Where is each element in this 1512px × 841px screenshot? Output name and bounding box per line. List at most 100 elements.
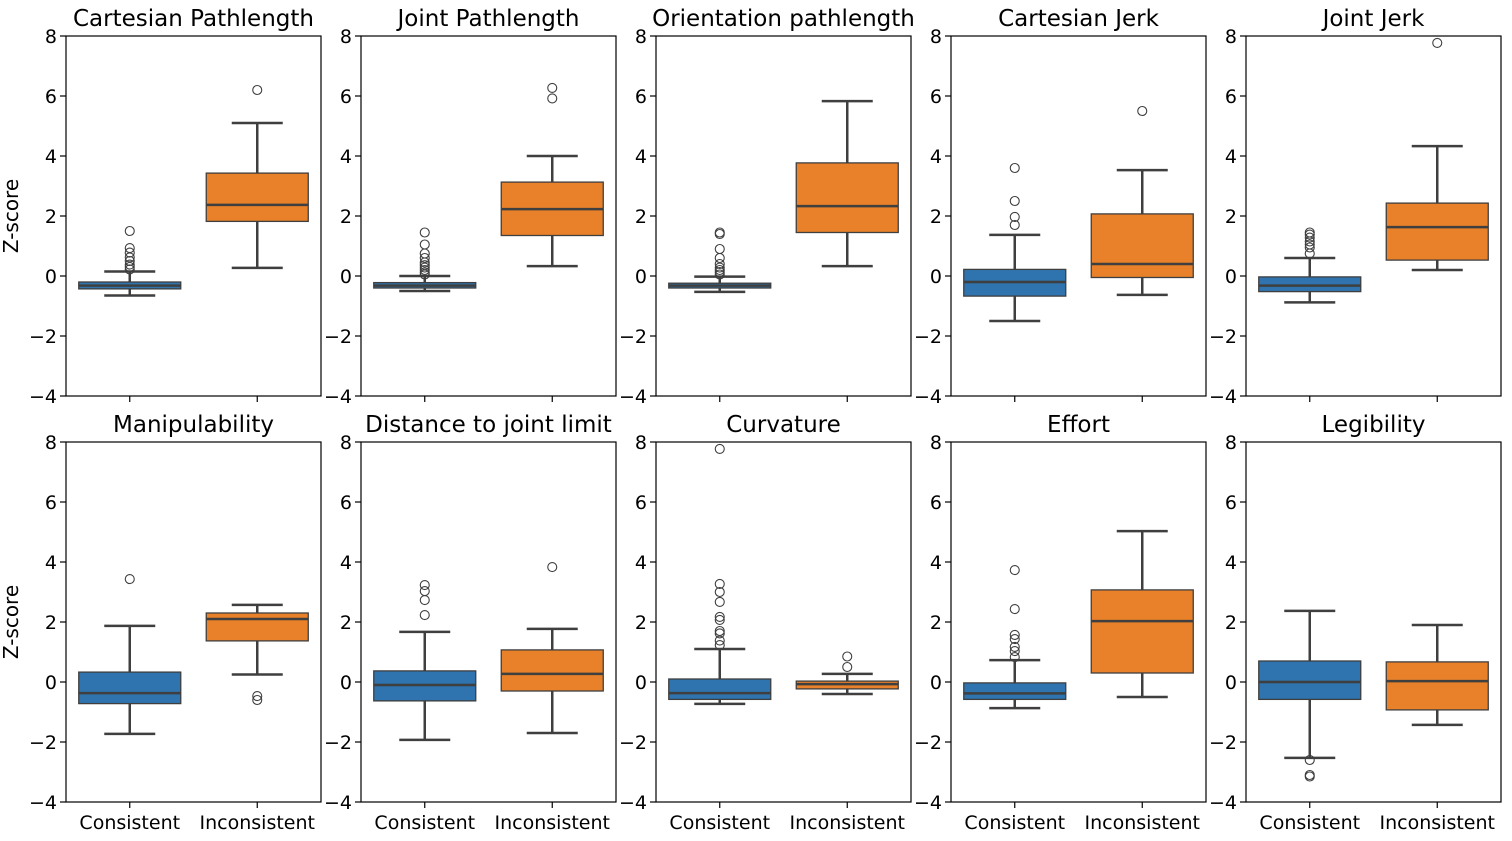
y-tick-label: −2 xyxy=(619,732,647,754)
box-consistent xyxy=(78,225,182,297)
outlier-point xyxy=(419,252,430,264)
outlier-point xyxy=(1432,37,1443,48)
panel-title: Orientation pathlength xyxy=(652,6,915,32)
y-tick-label: 6 xyxy=(340,86,352,108)
panel-frame xyxy=(950,35,1207,397)
outlier-point xyxy=(714,262,725,273)
y-tick-label: −4 xyxy=(619,386,647,408)
outlier-point xyxy=(1009,629,1020,640)
outlier-point xyxy=(547,93,558,104)
outlier-point xyxy=(1009,219,1020,231)
box-inconsistent xyxy=(205,84,309,270)
y-tick-label: 6 xyxy=(45,492,57,514)
y-tick-label: 8 xyxy=(635,432,647,454)
panel-10: Legibility −4 −2 0 2 4 6 8 Consistent Inconsisten… xyxy=(1209,412,1502,834)
y-tick-label: 4 xyxy=(45,146,57,168)
outlier-point xyxy=(1009,195,1020,207)
iqr-box xyxy=(205,172,309,223)
x-tick-label: Inconsistent xyxy=(790,812,905,834)
y-tick-label: 2 xyxy=(1225,206,1237,228)
outlier-point xyxy=(714,269,725,280)
y-tick-label: 0 xyxy=(45,266,57,288)
panel-8: Curvature −4 −2 0 2 4 6 8 Consistent Inconsistent xyxy=(619,412,912,834)
outlier-point xyxy=(842,661,853,673)
outlier-point xyxy=(252,691,263,702)
x-tick-label: Inconsistent xyxy=(1380,812,1495,834)
y-tick-label: 4 xyxy=(45,552,57,574)
iqr-box xyxy=(1258,276,1362,293)
y-tick-label: −2 xyxy=(619,326,647,348)
outlier-point xyxy=(419,580,430,591)
panel-5: Joint Jerk −4 −2 0 2 4 6 8 xyxy=(1209,6,1502,408)
outlier-point xyxy=(714,611,725,622)
y-tick-label: 4 xyxy=(930,146,942,168)
y-tick-label: 0 xyxy=(930,266,942,288)
box-consistent xyxy=(373,227,477,293)
outlier-point xyxy=(714,264,725,276)
x-tick-label: Consistent xyxy=(964,812,1065,834)
panel-frame xyxy=(360,35,617,397)
y-tick-label: 2 xyxy=(45,612,57,634)
outlier-point xyxy=(252,694,263,706)
box-inconsistent xyxy=(795,99,899,268)
outlier-point xyxy=(547,562,558,573)
panel-title: Effort xyxy=(1047,412,1110,438)
panel-frame xyxy=(65,441,322,803)
outlier-point xyxy=(842,651,853,662)
outlier-point xyxy=(714,227,725,238)
y-tick-label: 8 xyxy=(45,26,57,48)
box-consistent xyxy=(1258,227,1362,304)
outlier-point xyxy=(1304,232,1315,243)
y-tick-label: 0 xyxy=(1225,266,1237,288)
panel-frame xyxy=(1245,441,1502,803)
y-tick-label: 8 xyxy=(930,432,942,454)
outlier-point xyxy=(714,625,725,637)
iqr-box xyxy=(500,649,604,692)
box-inconsistent xyxy=(1090,529,1194,699)
y-tick-label: −4 xyxy=(1209,386,1237,408)
panel-frame xyxy=(360,441,617,803)
y-tick-label: 0 xyxy=(930,672,942,694)
x-tick-label: Inconsistent xyxy=(200,812,315,834)
x-tick-label: Inconsistent xyxy=(1085,812,1200,834)
outlier-point xyxy=(124,264,135,275)
outlier-point xyxy=(714,614,725,625)
box-inconsistent xyxy=(1090,105,1194,297)
panel-9: Effort −4 −2 0 2 4 6 8 Consistent Inconsistent xyxy=(914,412,1207,834)
y-tick-label: −4 xyxy=(619,792,647,814)
y-tick-label: −4 xyxy=(29,792,57,814)
y-tick-label: 6 xyxy=(1225,492,1237,514)
outlier-point xyxy=(419,267,430,278)
panel-frame xyxy=(655,441,912,803)
y-tick-label: 6 xyxy=(340,492,352,514)
outlier-point xyxy=(419,239,430,250)
y-tick-label: 2 xyxy=(930,612,942,634)
y-tick-label: 8 xyxy=(1225,26,1237,48)
box-consistent xyxy=(1258,609,1362,782)
y-tick-label: −4 xyxy=(914,386,942,408)
outlier-point xyxy=(124,225,135,237)
x-tick-label: Consistent xyxy=(79,812,180,834)
box-consistent xyxy=(963,565,1067,710)
iqr-box xyxy=(1090,589,1194,674)
y-tick-label: −2 xyxy=(324,326,352,348)
outlier-point xyxy=(714,443,725,454)
y-tick-label: 2 xyxy=(1225,612,1237,634)
outlier-point xyxy=(419,586,430,597)
panel-2: Joint Pathlength −4 −2 0 2 4 6 8 xyxy=(324,6,617,408)
y-tick-label: −2 xyxy=(324,732,352,754)
iqr-box xyxy=(78,671,182,705)
outlier-point xyxy=(1009,652,1020,663)
y-tick-label: −4 xyxy=(1209,792,1237,814)
outlier-point xyxy=(714,578,725,589)
box-consistent xyxy=(668,227,772,294)
outlier-point xyxy=(1304,771,1315,782)
box-inconsistent xyxy=(500,82,604,268)
outlier-point xyxy=(1009,211,1020,222)
outlier-point xyxy=(419,260,430,271)
y-tick-label: −4 xyxy=(914,792,942,814)
y-tick-label: 6 xyxy=(635,86,647,108)
iqr-box xyxy=(963,682,1067,701)
y-tick-label: 4 xyxy=(1225,552,1237,574)
